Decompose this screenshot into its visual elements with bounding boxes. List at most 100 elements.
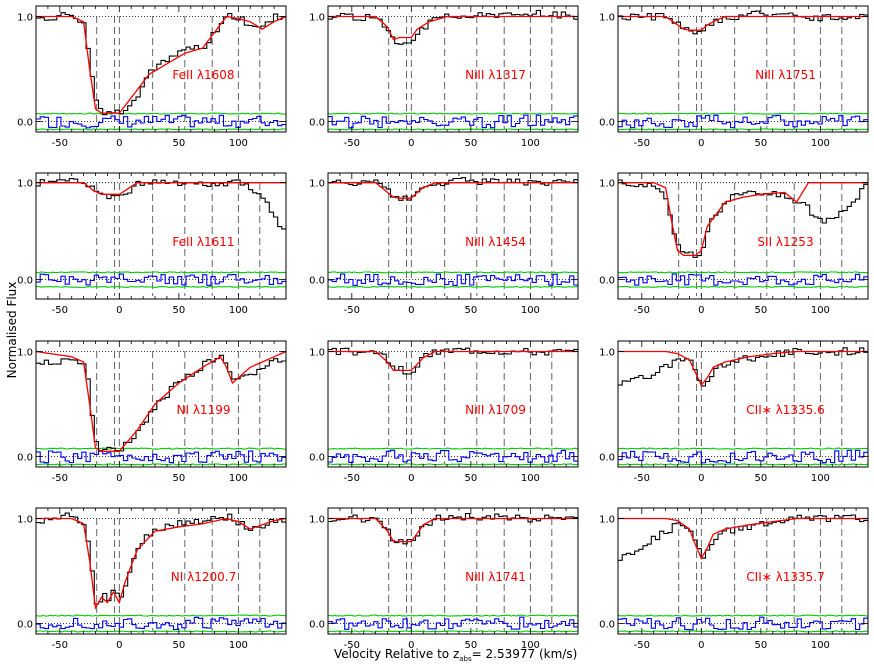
panel: -50 0 50 100 0.0 1.0 CII∗ λ1335.7 [599, 507, 869, 651]
ion-label: NI λ1200.7 [171, 570, 236, 584]
model-line [36, 517, 286, 610]
error-lower-line [328, 630, 578, 633]
model-line [618, 15, 868, 31]
x-tick-label: -50 [344, 640, 360, 651]
model-line [36, 15, 286, 114]
data-histogram [618, 514, 868, 561]
panel: -50 0 50 100 0.0 1.0 NiII λ1317 [309, 5, 579, 149]
error-upper-line [328, 271, 578, 274]
panel: -50 0 50 100 0.0 1.0 SII λ1253 [599, 172, 869, 316]
x-tick-label: 0 [408, 473, 414, 484]
x-tick-label: 0 [116, 640, 122, 651]
x-axis-label-suffix: = 2.53977 (km/s) [472, 647, 578, 661]
x-tick-label: 0 [698, 305, 704, 316]
data-histogram [36, 12, 286, 116]
x-tick-label: -50 [52, 138, 68, 149]
residual-line [328, 273, 578, 286]
error-upper-line [36, 112, 286, 115]
x-tick-label: -50 [52, 640, 68, 651]
y-tick-label: 1.0 [309, 179, 325, 190]
residual-line [618, 114, 868, 129]
y-tick-label: 0.0 [599, 276, 615, 287]
panel: -50 0 50 100 0.0 1.0 NiII λ1709 [309, 340, 579, 484]
y-tick-label: 0.0 [309, 620, 325, 631]
x-tick-label: 0 [698, 138, 704, 149]
model-line [328, 517, 578, 543]
y-axis-label: Normalised Flux [5, 282, 19, 379]
error-upper-line [328, 614, 578, 617]
x-tick-label: 50 [172, 305, 185, 316]
error-lower-line [328, 285, 578, 288]
error-lower-line [618, 128, 868, 131]
data-histogram [618, 178, 868, 258]
x-tick-label: 100 [811, 640, 830, 651]
panel-frame [35, 5, 287, 133]
panel-plot-area [618, 347, 868, 466]
residual-line [328, 114, 578, 129]
error-upper-line [618, 447, 868, 450]
error-lower-line [36, 630, 286, 633]
x-tick-label: 50 [464, 138, 477, 149]
error-upper-line [36, 447, 286, 450]
x-tick-label: -50 [52, 473, 68, 484]
model-line [36, 350, 286, 452]
ion-label: SII λ1253 [757, 235, 813, 249]
panel-frame [35, 340, 287, 468]
model-line [618, 517, 868, 560]
x-tick-label: 100 [811, 305, 830, 316]
residual-line [618, 449, 868, 464]
y-tick-label: 0.0 [309, 276, 325, 287]
y-tick-label: 0.0 [599, 620, 615, 631]
y-tick-label: 0.0 [309, 453, 325, 464]
ion-label: NI λ1199 [177, 403, 231, 417]
x-tick-label: 100 [521, 305, 540, 316]
y-tick-label: 1.0 [17, 13, 33, 24]
y-tick-label: 1.0 [309, 348, 325, 359]
model-line [328, 182, 578, 199]
y-tick-label: 1.0 [17, 515, 33, 526]
x-tick-label: 100 [229, 305, 248, 316]
data-histogram [328, 177, 578, 201]
x-axis-label: Velocity Relative to zabs= 2.53977 (km/s… [334, 647, 577, 663]
panel: -50 0 50 100 0.0 1.0 FeII λ1608 [17, 5, 287, 149]
panel: -50 0 50 100 0.0 1.0 NI λ1200.7 [17, 507, 287, 651]
model-line [328, 350, 578, 372]
model-line [618, 350, 868, 387]
x-tick-label: 0 [698, 473, 704, 484]
x-tick-label: 50 [464, 640, 477, 651]
panel-plot-area [36, 12, 286, 131]
data-histogram [618, 10, 868, 35]
x-tick-label: 100 [811, 138, 830, 149]
x-tick-label: 100 [229, 640, 248, 651]
x-tick-label: 0 [116, 138, 122, 149]
residual-line [328, 616, 578, 630]
panel-plot-area [36, 178, 286, 296]
panel: -50 0 50 100 0.0 1.0 NiII λ1454 [309, 172, 579, 316]
y-tick-label: 1.0 [599, 13, 615, 24]
x-tick-label: 0 [408, 138, 414, 149]
x-tick-label: -50 [634, 305, 650, 316]
x-tick-label: -50 [52, 305, 68, 316]
residual-line [618, 616, 868, 631]
x-tick-label: 100 [811, 473, 830, 484]
residual-line [36, 114, 286, 129]
y-tick-label: 0.0 [17, 453, 33, 464]
x-axis-label-subscript: abs [459, 655, 472, 663]
model-line [36, 182, 286, 195]
x-tick-label: 100 [521, 473, 540, 484]
data-histogram [618, 347, 868, 387]
error-upper-line [328, 112, 578, 115]
data-histogram [36, 178, 286, 230]
residual-line [36, 273, 286, 286]
error-upper-line [618, 271, 868, 274]
x-tick-label: 50 [172, 473, 185, 484]
y-tick-label: 1.0 [309, 13, 325, 24]
x-tick-label: -50 [344, 305, 360, 316]
ion-label: NiII λ1709 [465, 403, 526, 417]
y-tick-label: 1.0 [599, 179, 615, 190]
panel-frame [327, 507, 579, 635]
panels-group: -50 0 50 100 0.0 1.0 FeII λ1608 -50 0 50 100 0.0 1.0… [17, 5, 869, 651]
ion-label: CII∗ λ1335.7 [746, 570, 824, 584]
y-tick-label: 0.0 [17, 276, 33, 287]
